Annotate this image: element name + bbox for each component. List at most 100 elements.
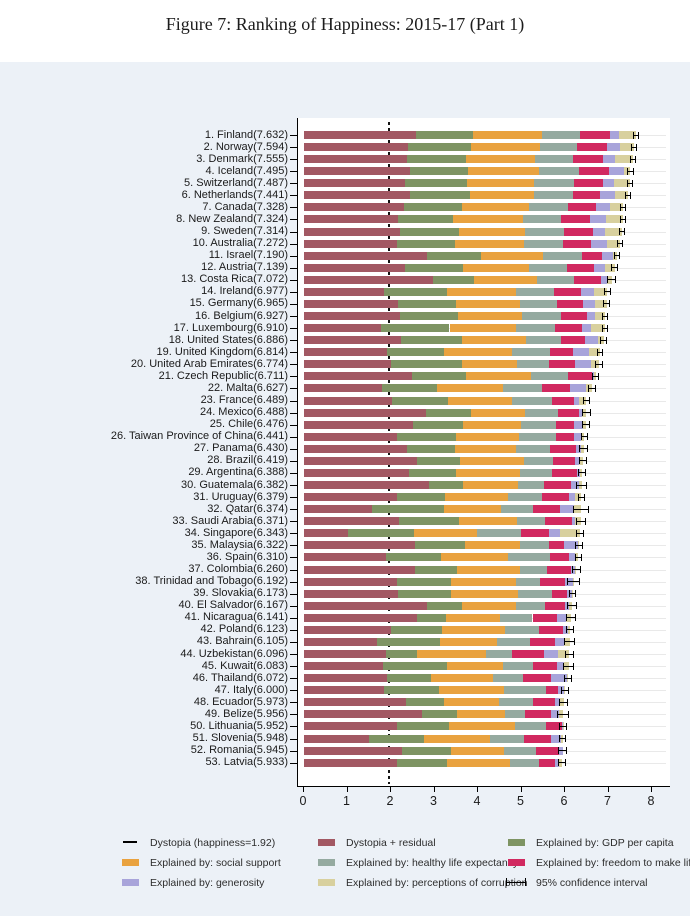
y-axis-tick bbox=[290, 593, 297, 595]
bar-segment-cor bbox=[590, 324, 605, 333]
y-axis-tick bbox=[290, 267, 297, 269]
bar-segment-fre bbox=[535, 746, 559, 755]
y-axis-tick bbox=[290, 472, 297, 474]
country-label: 52. Romania(5.945) bbox=[190, 744, 288, 757]
bar-segment-soc bbox=[448, 722, 516, 731]
x-axis-tick bbox=[564, 787, 565, 792]
bar-segment-hea bbox=[519, 299, 558, 308]
y-axis-tick bbox=[290, 376, 297, 378]
ci-whisker bbox=[559, 735, 567, 742]
bar-segment-fre bbox=[524, 734, 551, 743]
bar-segment-gdp bbox=[397, 239, 456, 248]
ci-whisker bbox=[564, 650, 574, 658]
bar-segment-residual bbox=[304, 143, 408, 152]
bar-segment-gdp bbox=[385, 650, 417, 658]
country-label: 29. Argentina(6.388) bbox=[188, 466, 288, 479]
bar-segment-gen bbox=[564, 541, 578, 550]
country-label: 23. France(6.489) bbox=[200, 394, 288, 407]
ci-whisker bbox=[611, 264, 619, 272]
country-label: 18. United States(6.886) bbox=[168, 333, 288, 346]
ci-whisker bbox=[604, 288, 611, 296]
bar-segment-residual bbox=[304, 698, 406, 707]
bar-segment-cor bbox=[614, 179, 630, 188]
bar-segment-residual bbox=[304, 360, 392, 369]
bar-segment-gen bbox=[582, 299, 595, 308]
bar-segment-hea bbox=[520, 420, 556, 429]
y-axis-tick bbox=[290, 617, 297, 619]
ci-whisker bbox=[588, 384, 597, 392]
bar-segment-residual bbox=[304, 553, 387, 562]
legend-label: Dystopia + residual bbox=[346, 837, 436, 849]
bar-segment-soc bbox=[451, 746, 505, 755]
y-axis-tick bbox=[290, 726, 297, 728]
bar-segment-gdp bbox=[372, 505, 445, 514]
bar-segment-residual bbox=[304, 408, 426, 417]
bar-segment-gdp bbox=[416, 131, 474, 139]
legend-label: Explained by: freedom to make life choic… bbox=[536, 857, 690, 869]
bar-segment-hea bbox=[516, 517, 545, 526]
x-axis-tick bbox=[651, 787, 652, 792]
bar-segment-fre bbox=[563, 239, 592, 248]
y-axis-tick bbox=[290, 702, 297, 704]
ci-whisker bbox=[577, 493, 586, 501]
bar-segment-fre bbox=[577, 143, 608, 152]
bar-segment-soc bbox=[445, 613, 501, 622]
y-axis-tick bbox=[290, 762, 297, 764]
bar-segment-soc bbox=[447, 287, 517, 296]
legend-dystopia-line-icon bbox=[123, 841, 137, 843]
x-tick-label: 0 bbox=[299, 794, 307, 808]
country-label: 36. Spain(6.310) bbox=[206, 550, 288, 563]
country-label: 30. Guatemala(6.382) bbox=[180, 478, 288, 491]
bar-segment-fre bbox=[567, 203, 597, 212]
country-label: 10. Australia(7.272) bbox=[192, 237, 288, 250]
bar-segment-residual bbox=[304, 263, 405, 272]
x-axis-tick bbox=[433, 787, 435, 792]
bar-segment-hea bbox=[525, 336, 562, 345]
x-tick-label: 5 bbox=[517, 794, 524, 808]
bar-segment-gdp bbox=[405, 698, 445, 707]
bar-segment-gen bbox=[580, 287, 595, 296]
bar-segment-soc bbox=[446, 662, 504, 671]
ci-whisker bbox=[576, 529, 584, 537]
y-axis-tick bbox=[290, 714, 297, 716]
y-axis-tick bbox=[290, 485, 297, 487]
legend-swatch-soc bbox=[122, 859, 139, 866]
bar-segment-gdp bbox=[409, 468, 456, 477]
bar-segment-soc bbox=[449, 324, 516, 333]
y-axis-tick bbox=[290, 545, 297, 547]
country-label: 48. Ecuador(5.973) bbox=[193, 695, 288, 708]
bar-segment-hea bbox=[503, 384, 542, 393]
bar-segment-residual bbox=[304, 191, 411, 200]
bar-segment-hea bbox=[518, 481, 545, 490]
bar-segment-cor bbox=[560, 529, 580, 538]
country-label: 51. Slovenia(5.948) bbox=[192, 732, 288, 744]
bar-segment-hea bbox=[504, 746, 536, 755]
bar-segment-hea bbox=[492, 674, 524, 683]
bar-segment-cor bbox=[610, 203, 623, 212]
bar-segment-gen bbox=[591, 239, 608, 248]
bar-segment-hea bbox=[515, 601, 546, 610]
bar-segment-fre bbox=[549, 553, 570, 562]
ci-whisker bbox=[573, 505, 590, 513]
ci-whisker bbox=[563, 638, 576, 646]
country-label: 5. Switzerland(7.487) bbox=[184, 176, 288, 189]
legend-label: Explained by: generosity bbox=[150, 877, 265, 889]
bar-segment-fre bbox=[539, 625, 563, 634]
x-axis-tick bbox=[477, 787, 478, 792]
bar-segment-gdp bbox=[416, 613, 446, 622]
bar-segment-gdp bbox=[386, 553, 441, 562]
bar-segment-residual bbox=[304, 227, 401, 236]
legend-label: 95% confidence interval bbox=[536, 877, 648, 889]
y-axis-tick bbox=[290, 340, 297, 342]
bar-segment-soc bbox=[444, 505, 501, 514]
bar-segment-fre bbox=[549, 444, 576, 453]
bar-segment-fre bbox=[546, 722, 562, 731]
bar-segment-gen bbox=[554, 698, 561, 707]
ci-whisker bbox=[613, 252, 620, 260]
bar-segment-gen bbox=[589, 215, 606, 224]
x-tick-label: 3 bbox=[430, 794, 437, 808]
bar-segment-fre bbox=[574, 179, 603, 188]
ci-whisker bbox=[579, 445, 589, 453]
bar-segment-gen bbox=[574, 456, 580, 465]
bar-segment-residual bbox=[304, 348, 388, 357]
